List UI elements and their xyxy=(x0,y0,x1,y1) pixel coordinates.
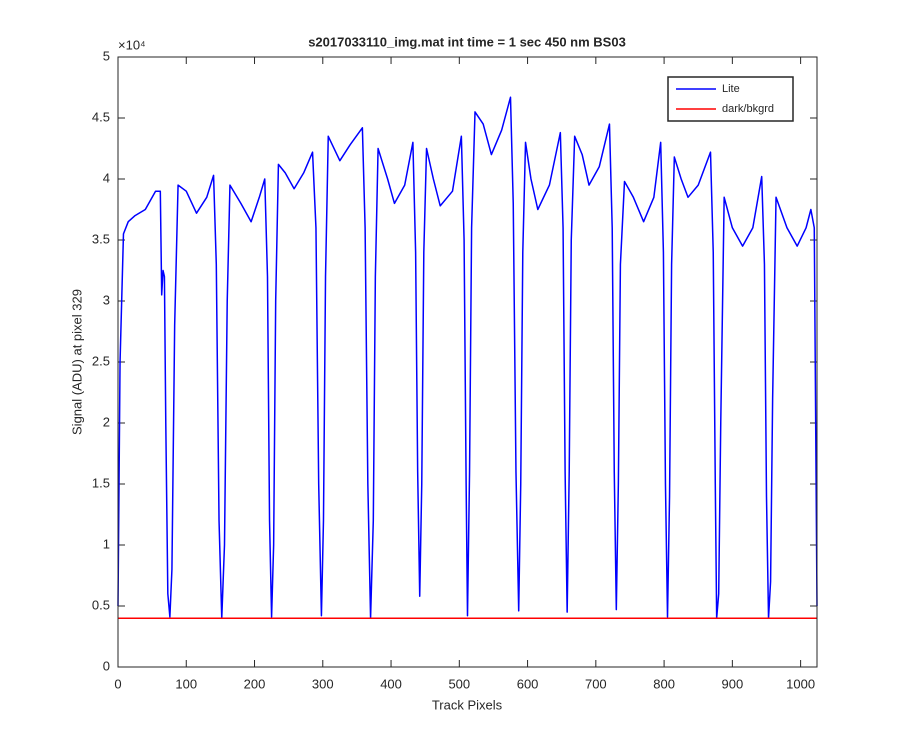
x-tick-label: 600 xyxy=(517,676,539,691)
legend-box xyxy=(667,76,794,122)
y-tick-label: 1 xyxy=(103,536,110,551)
y-axis-label: Signal (ADU) at pixel 329 xyxy=(69,289,84,435)
y-tick-label: 0.5 xyxy=(92,597,110,612)
y-tick-label: 5 xyxy=(103,48,110,63)
x-tick-label: 300 xyxy=(312,676,334,691)
legend-label: dark/bkgrd xyxy=(722,103,774,115)
x-tick-label: 800 xyxy=(653,676,675,691)
y-tick-label: 1.5 xyxy=(92,475,110,490)
x-tick-label: 1000 xyxy=(786,676,815,691)
x-tick-label: 500 xyxy=(448,676,470,691)
x-tick-label: 0 xyxy=(114,676,121,691)
x-tick-label: 200 xyxy=(244,676,266,691)
x-tick-label: 100 xyxy=(175,676,197,691)
y-tick-label: 4 xyxy=(103,170,110,185)
x-axis-label: Track Pixels xyxy=(432,697,503,712)
x-tick-label: 400 xyxy=(380,676,402,691)
y-tick-label: 3.5 xyxy=(92,231,110,246)
axes-box xyxy=(117,56,818,668)
legend-label: Lite xyxy=(722,83,740,95)
y-tick-label: 0 xyxy=(103,658,110,673)
y-exponent: ×10⁴ xyxy=(118,37,146,52)
chart-title: s2017033110_img.mat int time = 1 sec 450… xyxy=(308,34,626,49)
x-tick-label: 700 xyxy=(585,676,607,691)
y-tick-label: 2 xyxy=(103,414,110,429)
y-tick-label: 4.5 xyxy=(92,109,110,124)
y-tick-label: 3 xyxy=(103,292,110,307)
data-line xyxy=(117,96,818,619)
y-tick-label: 2.5 xyxy=(92,353,110,368)
x-tick-label: 900 xyxy=(722,676,744,691)
